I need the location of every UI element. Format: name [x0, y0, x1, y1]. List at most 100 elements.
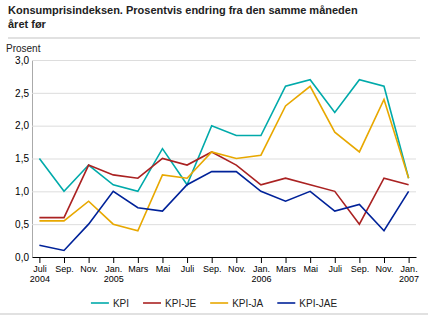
x-tick-label: Mars: [276, 264, 296, 274]
y-tick: 0,0: [15, 252, 416, 263]
y-tick-label: 1,5: [15, 153, 29, 164]
x-tick-label-line: 2007: [399, 274, 419, 284]
legend-item: KPI-JA: [210, 298, 263, 309]
x-tick: Mars: [128, 257, 148, 274]
x-tick: Sep.: [55, 257, 74, 274]
title: Konsumprisindeksen. Prosentvis endring f…: [8, 4, 358, 30]
legend-label: KPI-JAE: [299, 298, 337, 309]
tick-mark: [384, 257, 385, 263]
tick-mark: [39, 257, 40, 263]
y-tick: 3,0: [15, 55, 416, 66]
chart: Konsumprisindeksen. Prosentvis endring f…: [0, 0, 428, 317]
x-tick: Mai: [156, 257, 171, 274]
x-tick: Jan.2006: [251, 257, 271, 284]
x-axis: Juli2004Sep.Nov.Jan.2005MarsMaiJuliSep.N…: [30, 257, 419, 284]
y-tick-label: 0,5: [15, 219, 29, 230]
x-tick-label-line: Mai: [156, 264, 171, 274]
x-tick: Sep.: [351, 257, 370, 274]
tick-mark: [359, 257, 360, 263]
lines: [39, 80, 408, 251]
tick-mark: [187, 257, 188, 263]
x-tick-label-line: Nov.: [228, 264, 246, 274]
x-tick-label-line: Juli: [181, 264, 195, 274]
grid-line: [32, 93, 416, 94]
x-tick-label-line: 2006: [251, 274, 271, 284]
y-tick: 2,5: [15, 88, 416, 99]
x-tick-label: Juli2004: [30, 264, 50, 284]
legend-swatch: [210, 302, 228, 304]
series-line: [39, 172, 408, 251]
y-axis-label: Prosent: [6, 43, 41, 54]
legend-item: KPI-JAE: [277, 298, 337, 309]
y-tick-label: 0,0: [15, 252, 29, 263]
grid-line: [32, 60, 416, 61]
x-tick-label-line: Nov.: [376, 264, 394, 274]
x-tick: Juli2004: [30, 257, 50, 284]
title-rule: [8, 38, 420, 39]
x-tick-label: Nov.: [228, 264, 246, 274]
x-tick-label: Mai: [303, 264, 318, 274]
tick-mark: [261, 257, 262, 263]
x-tick-label: Sep.: [203, 264, 222, 274]
bottom-rule: [0, 314, 428, 315]
series-line: [39, 80, 408, 192]
x-tick-label-line: Sep.: [55, 264, 74, 274]
title-line: Konsumprisindeksen. Prosentvis endring f…: [8, 4, 358, 16]
tick-mark: [310, 257, 311, 263]
tick-mark: [89, 257, 90, 263]
tick-mark: [138, 257, 139, 263]
x-tick-label: Jan.2006: [251, 264, 271, 284]
legend-swatch: [143, 302, 161, 304]
x-axis-line: [33, 257, 417, 258]
x-tick-label-line: Mars: [276, 264, 296, 274]
x-tick-label: Jan.2007: [399, 264, 419, 284]
x-tick-label-line: Nov.: [80, 264, 98, 274]
title-line: året før: [8, 18, 47, 30]
grid-line: [32, 126, 416, 127]
x-tick-label: Sep.: [55, 264, 74, 274]
x-tick-label-line: Sep.: [203, 264, 222, 274]
x-tick: Mai: [303, 257, 318, 274]
y-tick: 2,0: [15, 120, 416, 131]
x-tick-label-line: Juli: [329, 264, 343, 274]
x-tick-label: Juli: [181, 264, 195, 274]
tick-mark: [212, 257, 213, 263]
tick-mark: [113, 257, 114, 263]
x-tick: Juli: [181, 257, 195, 274]
x-tick-label: Nov.: [376, 264, 394, 274]
y-tick-label: 1,0: [15, 186, 29, 197]
x-tick: Jan.2007: [399, 257, 419, 284]
legend-swatch: [277, 302, 295, 304]
x-tick-label: Mars: [128, 264, 148, 274]
x-tick: Jan.2005: [104, 257, 124, 284]
y-tick-label: 3,0: [15, 55, 29, 66]
tick-mark: [286, 257, 287, 263]
x-tick-label-line: 2005: [104, 274, 124, 284]
legend-label: KPI: [113, 298, 129, 309]
legend-label: KPI-JE: [165, 298, 196, 309]
y-tick-label: 2,5: [15, 88, 29, 99]
x-tick-label-line: 2004: [30, 274, 50, 284]
x-tick-label-line: Sep.: [351, 264, 370, 274]
x-tick-label: Nov.: [80, 264, 98, 274]
y-tick-label: 2,0: [15, 120, 29, 131]
legend-label: KPI-JA: [232, 298, 263, 309]
chart-container: Konsumprisindeksen. Prosentvis endring f…: [0, 0, 428, 317]
series-line: [39, 86, 408, 230]
tick-mark: [335, 257, 336, 263]
x-tick: Mars: [276, 257, 296, 274]
x-tick-label-line: Jan.: [401, 264, 418, 274]
x-tick-label-line: Jan.: [253, 264, 270, 274]
x-tick-label-line: Juli: [33, 264, 47, 274]
x-tick: Nov.: [228, 257, 246, 274]
x-tick: Sep.: [203, 257, 222, 274]
legend-item: KPI: [91, 298, 129, 309]
x-tick-label: Sep.: [351, 264, 370, 274]
series-line: [39, 152, 408, 224]
legend: KPI KPI-JE KPI-JA KPI-JAE: [91, 298, 337, 309]
x-tick: Nov.: [80, 257, 98, 274]
y-axis: 0,0 0,5 1,0 1,5 2,0 2,5 3,0: [15, 55, 416, 263]
legend-swatch: [91, 302, 109, 304]
tick-mark: [162, 257, 163, 263]
x-tick-label-line: Jan.: [105, 264, 122, 274]
